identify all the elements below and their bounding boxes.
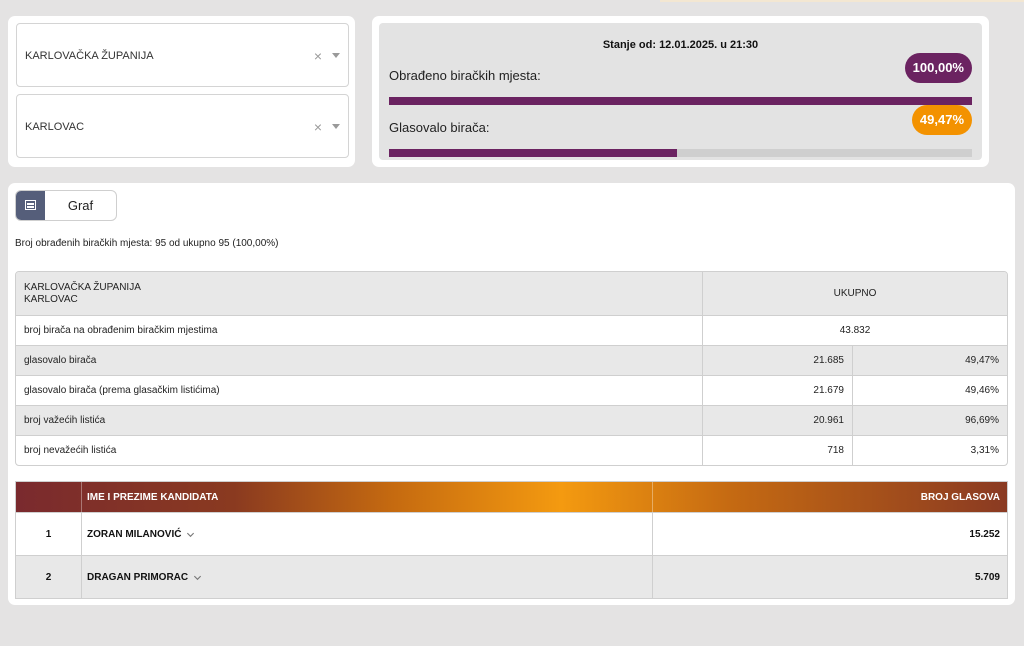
candidate-name-cell[interactable]: ZORAN MILANOVIĆ xyxy=(82,513,653,555)
voted-progress-fill xyxy=(389,149,678,157)
candidate-row[interactable]: 2 DRAGAN PRIMORAC 5.709 xyxy=(16,555,1007,598)
candidate-number: 2 xyxy=(16,556,82,598)
city-select[interactable]: KARLOVAC × xyxy=(16,94,349,158)
candidate-number: 1 xyxy=(16,513,82,555)
row-percent: 49,47% xyxy=(965,355,999,366)
candidates-header-row: IME I PREZIME KANDIDATA BROJ GLASOVA xyxy=(16,482,1007,512)
candidate-name[interactable]: DRAGAN PRIMORAC xyxy=(87,571,189,583)
county-select[interactable]: KARLOVAČKA ŽUPANIJA × xyxy=(16,23,349,87)
status-timestamp: Stanje od: 12.01.2025. u 21:30 xyxy=(602,39,759,51)
table-row: broj nevažećih listića 718 3,31% xyxy=(16,435,1007,465)
table-row: broj važećih listića 20.961 96,69% xyxy=(16,405,1007,435)
candidate-name-cell[interactable]: DRAGAN PRIMORAC xyxy=(82,556,653,598)
chevron-down-icon[interactable] xyxy=(186,530,195,539)
table-header-row: KARLOVAČKA ŽUPANIJA KARLOVAC UKUPNO xyxy=(16,272,1007,315)
voted-progress-bar xyxy=(389,149,972,157)
row-value: 21.679 xyxy=(703,376,853,405)
processed-summary: Broj obrađenih biračkih mjesta: 95 od uk… xyxy=(15,238,279,249)
graf-button-label[interactable]: Graf xyxy=(67,198,94,213)
row-label: glasovalo birača (prema glasačkim listić… xyxy=(16,376,703,405)
chevron-down-icon[interactable] xyxy=(332,53,340,58)
status-box: Stanje od: 12.01.2025. u 21:30 Obrađeno … xyxy=(379,23,982,160)
header-number xyxy=(16,482,82,512)
table-header-location: KARLOVAČKA ŽUPANIJA KARLOVAC xyxy=(16,272,703,315)
row-label: broj birača na obrađenim biračkim mjesti… xyxy=(16,316,703,345)
processed-progress-bar xyxy=(389,97,972,105)
header-votes: BROJ GLASOVA xyxy=(920,491,1000,503)
candidates-table: IME I PREZIME KANDIDATA BROJ GLASOVA 1 Z… xyxy=(15,481,1008,599)
row-label: broj nevažećih listića xyxy=(16,436,703,465)
row-percent: 49,46% xyxy=(965,385,999,396)
row-value: 718 xyxy=(703,436,853,465)
row-percent: 3,31% xyxy=(970,445,999,456)
close-icon[interactable]: × xyxy=(313,119,322,135)
table-row: broj birača na obrađenim biračkim mjesti… xyxy=(16,315,1007,345)
candidate-votes: 5.709 xyxy=(974,571,1000,583)
voted-badge: 49,47% xyxy=(911,105,972,135)
close-icon[interactable]: × xyxy=(313,48,322,64)
header-candidate-name: IME I PREZIME KANDIDATA xyxy=(82,482,653,512)
results-panel: Graf Broj obrađenih biračkih mjesta: 95 … xyxy=(8,183,1015,605)
table-header-total: UKUPNO xyxy=(833,288,877,299)
chevron-down-icon[interactable] xyxy=(193,573,202,582)
county-select-value: KARLOVAČKA ŽUPANIJA xyxy=(25,50,154,62)
processed-progress-fill xyxy=(389,97,972,105)
row-value: 43.832 xyxy=(839,325,871,336)
row-label: glasovalo birača xyxy=(16,346,703,375)
row-value: 20.961 xyxy=(703,406,853,435)
turnout-table: KARLOVAČKA ŽUPANIJA KARLOVAC UKUPNO broj… xyxy=(15,271,1008,466)
status-panel: Stanje od: 12.01.2025. u 21:30 Obrađeno … xyxy=(372,16,989,167)
row-value: 21.685 xyxy=(703,346,853,375)
top-accent-strip xyxy=(660,0,1024,2)
filter-panel: KARLOVAČKA ŽUPANIJA × KARLOVAC × xyxy=(8,16,355,167)
processed-badge: 100,00% xyxy=(904,53,972,83)
row-label: broj važećih listića xyxy=(16,406,703,435)
candidate-row[interactable]: 1 ZORAN MILANOVIĆ 15.252 xyxy=(16,512,1007,555)
city-select-value: KARLOVAC xyxy=(25,121,85,133)
table-row: glasovalo birača 21.685 49,47% xyxy=(16,345,1007,375)
graf-button[interactable]: Graf xyxy=(15,190,117,221)
calendar-grid-icon[interactable] xyxy=(16,191,45,220)
processed-label: Obrađeno biračkih mjesta: xyxy=(389,68,541,83)
voted-label: Glasovalo birača: xyxy=(389,120,490,135)
candidate-name[interactable]: ZORAN MILANOVIĆ xyxy=(87,528,182,540)
chevron-down-icon[interactable] xyxy=(332,124,340,129)
table-row: glasovalo birača (prema glasačkim listić… xyxy=(16,375,1007,405)
candidate-votes: 15.252 xyxy=(969,528,1000,540)
header-county: KARLOVAČKA ŽUPANIJA xyxy=(24,281,141,293)
header-city: KARLOVAC xyxy=(24,293,78,305)
row-percent: 96,69% xyxy=(965,415,999,426)
